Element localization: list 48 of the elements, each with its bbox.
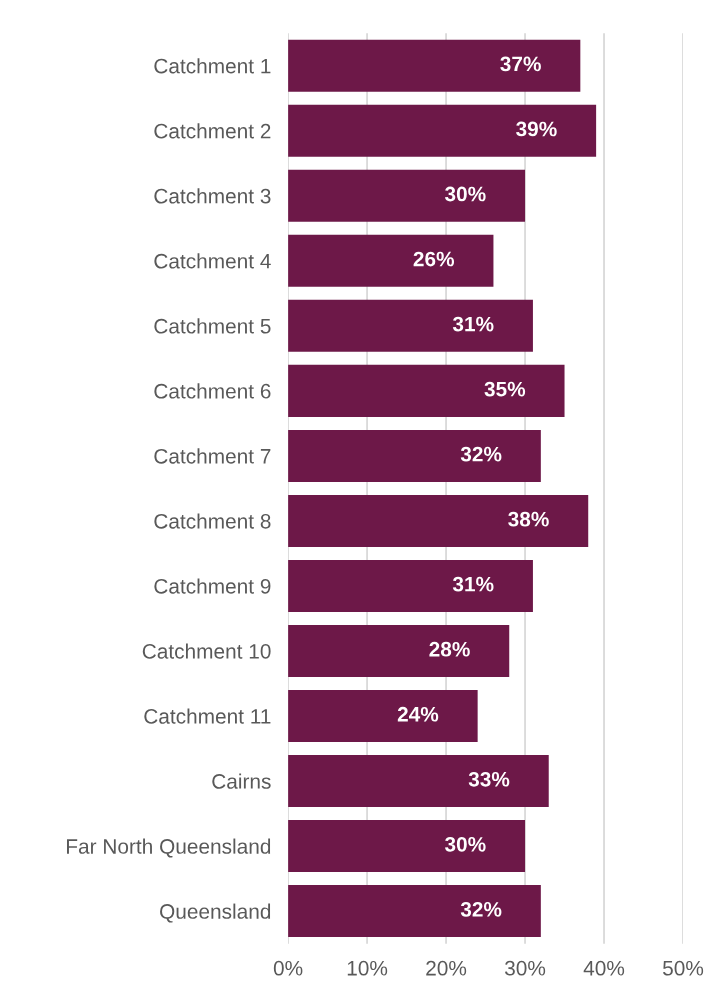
- bar: [288, 169, 526, 222]
- data-label: 24%: [397, 706, 439, 722]
- bar: [288, 234, 494, 287]
- bar: [288, 39, 581, 92]
- x-tick-label: 20%: [426, 960, 467, 976]
- bar: [288, 104, 597, 157]
- y-tick-label: Catchment 4: [154, 253, 271, 269]
- data-label: 35%: [484, 381, 526, 397]
- bar: [288, 755, 549, 808]
- bar: [288, 364, 565, 417]
- data-label: 31%: [452, 576, 494, 592]
- bar: [288, 299, 533, 352]
- bar: [288, 820, 526, 873]
- data-label: 28%: [429, 641, 470, 657]
- data-label: 33%: [468, 771, 510, 787]
- y-tick-label: Catchment 2: [154, 123, 271, 139]
- data-label: 37%: [500, 56, 541, 72]
- bar: [288, 429, 541, 482]
- x-tick-label: 10%: [347, 960, 388, 976]
- y-tick-label: Catchment 8: [154, 513, 271, 529]
- data-label: 38%: [508, 511, 549, 527]
- y-tick-label: Far North Queensland: [67, 838, 271, 858]
- y-tick-label: Catchment 1: [154, 58, 271, 74]
- data-label: 32%: [460, 901, 502, 917]
- y-tick-label: Catchment 10: [142, 643, 271, 659]
- y-tick-label: Queensland: [160, 903, 271, 923]
- y-tick-label: Cairns: [212, 773, 271, 789]
- bar: [288, 690, 478, 743]
- bar: [288, 885, 541, 938]
- x-tick-label: 50%: [663, 960, 704, 976]
- y-tick-label: Catchment 9: [154, 578, 271, 594]
- x-tick-label: 30%: [504, 960, 546, 976]
- x-tick-label: 0%: [273, 960, 303, 976]
- y-tick-label: Catchment 7: [154, 448, 271, 464]
- y-tick-label: Catchment 5: [154, 318, 271, 334]
- bar: [288, 494, 589, 547]
- data-label: 30%: [444, 186, 486, 202]
- data-label: 26%: [413, 251, 455, 267]
- bar: [288, 559, 533, 612]
- bar: [288, 624, 510, 677]
- y-tick-label: Catchment 3: [154, 188, 271, 204]
- data-label: 30%: [444, 836, 486, 852]
- y-tick-label: Catchment 11: [144, 708, 271, 724]
- data-label: 32%: [460, 446, 502, 462]
- y-tick-label: Catchment 6: [154, 383, 271, 399]
- data-label: 39%: [516, 121, 557, 137]
- x-tick-label: 40%: [583, 960, 625, 976]
- data-label: 31%: [452, 316, 494, 332]
